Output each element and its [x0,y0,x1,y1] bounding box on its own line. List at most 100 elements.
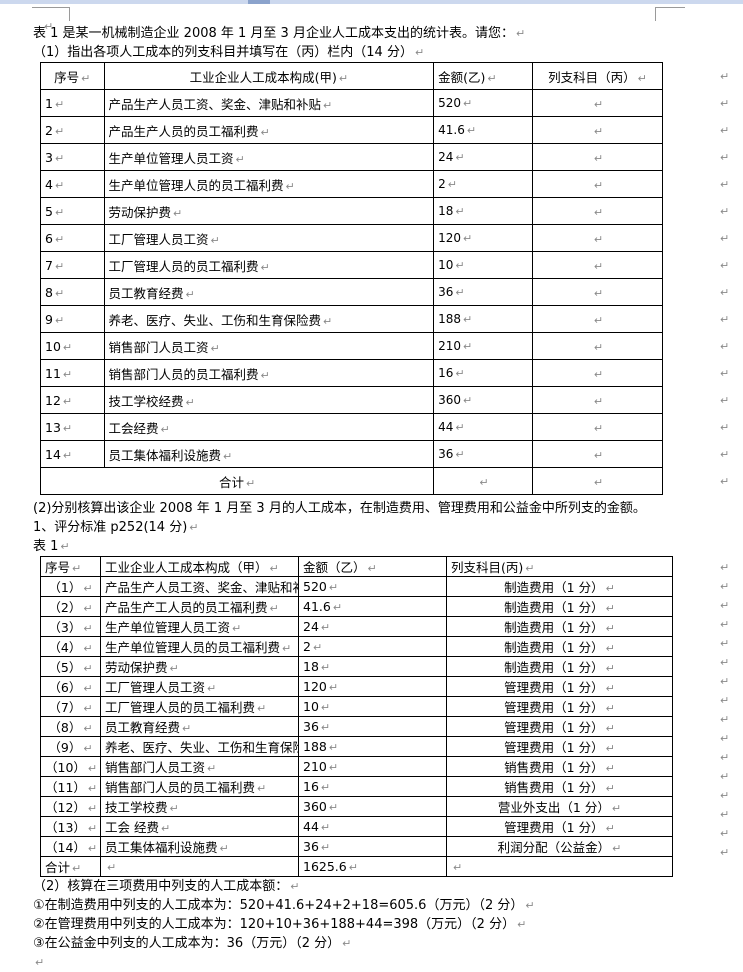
cell-item: 养老、医疗、失业、工伤和生育保险费↵ [100,736,299,757]
column-header-index: 序号 ↵ [40,556,101,577]
paragraph-mark: ↵ [466,124,477,137]
cell-subject: 制造费用（1 分） ↵ [446,576,673,597]
paragraph-mark: ↵ [605,662,615,675]
paragraph-mark: ↵ [720,259,730,272]
paragraph-mark: ↵ [455,421,465,434]
paragraph-mark: ↵ [453,861,463,874]
cell-index: （4） ↵ [40,636,101,657]
cell-subject: 营业外支出（1 分） ↵ [446,796,673,817]
paragraph-mark: ↵ [455,151,465,164]
cell-total-label: 合计 ↵ [40,856,101,877]
mid-line-1-text: (2)分别核算出该企业 2008 年 1 月至 3 月的人工成本，在制造费用、管… [33,501,646,516]
table-header-row: 序号 ↵ 工业企业人工成本构成(甲) ↵ 金额(乙) ↵ 列支科目（丙） ↵ [40,62,664,90]
paragraph-mark: ↵ [320,701,331,714]
cell-index: （2） ↵ [40,596,101,617]
intro-line-2-text: （1）指出各项人工成本的列支科目并填写在（丙）栏内（14 分） [33,45,413,60]
paragraph-mark: ↵ [455,367,465,380]
cell-item: 产品生产人员工资、奖金、津贴和补贴↵ [100,576,299,597]
paragraph-mark: ↵ [328,581,339,594]
cell-index: 10 ↵ [40,332,105,360]
paragraph-mark: ↵ [320,841,331,854]
cell-subject: ↵ [531,116,664,144]
column-header-item: 工业企业人工成本构成（甲） ↵ [100,556,299,577]
paragraph-mark: ↵ [189,521,199,534]
cell-item: 劳动保护费 ↵ [100,656,299,677]
paragraph-mark: ↵ [44,20,54,33]
paragraph-mark: ↵ [593,394,604,408]
paragraph-mark: ↵ [169,662,179,675]
cell-amount: 360 ↵ [298,796,447,817]
paragraph-mark: ↵ [320,621,331,634]
paragraph-mark: ↵ [290,880,300,893]
cell-subject: ↵ [531,440,664,468]
cell-subject: ↵ [531,170,664,198]
table-row: （1）↵产品生产人员工资、奖金、津贴和补贴↵520↵制造费用（1 分）↵ [40,576,673,597]
cell-subject: 销售费用（1 分） ↵ [446,756,673,777]
paragraph-mark: ↵ [605,582,615,595]
paragraph-mark: ↵ [210,341,220,355]
cell-amount: 120 ↵ [298,676,447,697]
paragraph-mark: ↵ [83,702,93,715]
cell-index: 2 ↵ [40,116,105,144]
paragraph-mark: ↵ [257,782,267,795]
cell-item: 技工学校经费 ↵ [103,386,435,414]
cell-item: 劳动保护费 ↵ [103,197,435,225]
paragraph-mark: ↵ [367,562,377,575]
tail-line-3: ③在公益金中列支的人工成本为：36（万元）（2 分） ↵ [33,934,713,953]
cell-subject: ↵ [531,386,664,414]
cell-index: （5） ↵ [40,656,101,677]
paragraph-mark: ↵ [463,394,473,407]
paragraph-mark: ↵ [593,286,604,300]
table-row: 6 ↵ 工厂管理人员工资 ↵ 120 ↵ ↵ [40,224,664,252]
paragraph-mark: ↵ [83,722,93,735]
tail-line-2-text: ②在管理费用中列支的人工成本为：120+10+36+188+44=398（万元）… [33,917,516,932]
paragraph-mark: ↵ [463,340,473,353]
cell-total-subject: ↵ [531,467,664,495]
paragraph-mark: ↵ [332,601,343,614]
page-margin-mark-top-left [32,7,70,21]
mid-line-2: 1、评分标准 p252(14 分) ↵ [33,518,713,537]
cell-item: 工厂管理人员工资 ↵ [103,224,435,252]
cell-amount: 41.6 ↵ [433,116,533,144]
paragraph-mark: ↵ [593,367,604,381]
paragraph-mark: ↵ [348,861,358,874]
paragraph-mark: ↵ [245,476,256,490]
paragraph-mark: ↵ [720,732,730,745]
paragraph-mark: ↵ [593,421,604,435]
cell-index: 6 ↵ [40,224,105,252]
column-header-item: 工业企业人工成本构成(甲) ↵ [103,62,435,90]
paragraph-mark: ↵ [637,71,647,85]
paragraph-mark: ↵ [269,602,279,615]
paragraph-mark: ↵ [720,313,730,326]
cell-amount: 44 ↵ [298,816,447,837]
cell-amount: 41.6 ↵ [298,596,447,617]
paragraph-mark: ↵ [35,956,45,969]
paragraph-mark: ↵ [320,781,331,794]
paragraph-mark: ↵ [107,861,117,874]
column-header-subject: 列支科目（丙） ↵ [531,62,664,90]
paragraph-mark: ↵ [720,97,730,110]
paragraph-mark: ↵ [720,561,730,574]
paragraph-mark: ↵ [54,97,65,111]
cell-item: 工厂管理人员工资 ↵ [100,676,299,697]
cell-item: 养老、医疗、失业、工伤和生育保险费↵ [103,305,435,333]
paragraph-mark: ↵ [83,742,93,755]
cell-index: （13） ↵ [40,816,101,837]
paragraph-mark: ↵ [720,286,730,299]
cell-item: 员工教育经费 ↵ [100,716,299,737]
cell-index: 14 ↵ [40,440,105,468]
paragraph-mark: ↵ [54,178,65,192]
paragraph-mark: ↵ [83,682,93,695]
paragraph-mark: ↵ [72,862,82,875]
cell-subject: ↵ [531,89,664,117]
table-row: （6） ↵ 工厂管理人员工资 ↵ 120 ↵ 管理费用（1 分） ↵ [40,676,673,697]
paragraph-mark: ↵ [87,822,98,835]
cell-subject: ↵ [531,413,664,441]
intro-line-1: 表 1 是某一机械制造企业 2008 年 1 月至 3 月企业人工成本支出的统计… [33,24,713,43]
cell-amount: 210 ↵ [298,756,447,777]
cell-index: （1） ↵ [40,576,101,597]
table-row: （7） ↵ 工厂管理人员的员工福利费 ↵ 10 ↵ 管理费用（1 分） ↵ [40,696,673,717]
paragraph-mark: ↵ [160,422,170,436]
paragraph-mark: ↵ [720,421,730,434]
paragraph-mark: ↵ [720,656,730,669]
